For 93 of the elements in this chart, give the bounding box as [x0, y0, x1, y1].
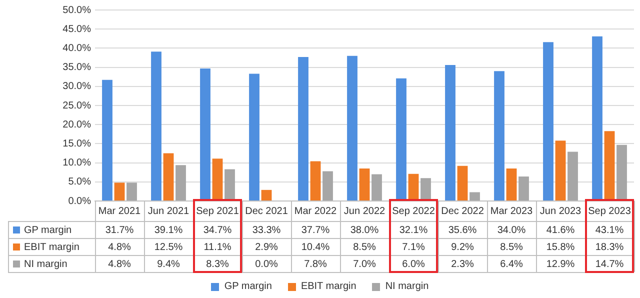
x-tick-label: Sep 2022 [392, 206, 436, 217]
text: NI margin [24, 258, 68, 270]
bar [298, 56, 308, 200]
data-label: 8.5% [353, 242, 376, 253]
data-label: 6.0% [402, 258, 426, 270]
bar [408, 174, 419, 200]
data-label: 39.1% [154, 224, 183, 236]
data-label: 18.3% [595, 242, 624, 253]
data-label: 33.3% [252, 224, 281, 236]
bar [445, 65, 456, 200]
bar [359, 168, 370, 200]
y-tick-label: 40.0% [62, 42, 92, 54]
y-tick-label: 25.0% [62, 100, 92, 112]
bar [604, 131, 615, 200]
bar [322, 171, 333, 200]
x-tick-label: Jun 2023 [540, 206, 582, 217]
data-label: 43.1% [595, 224, 624, 236]
x-tick-label: Jun 2022 [344, 206, 386, 217]
data-label: 15.8% [546, 242, 575, 253]
data-label: 12.9% [546, 258, 575, 270]
bar [126, 182, 137, 200]
bar [114, 182, 125, 200]
bar [494, 71, 504, 200]
bar [249, 74, 260, 200]
y-tick-label: 50.0% [62, 4, 92, 16]
bar [200, 68, 210, 200]
bar [396, 78, 406, 200]
data-label: 41.6% [546, 224, 575, 236]
data-label: 4.8% [108, 258, 132, 270]
x-tick-label: Mar 2023 [490, 206, 534, 217]
data-label: 7.1% [402, 242, 426, 253]
data-label: 31.7% [105, 224, 134, 236]
x-tick-label: Dec 2022 [441, 206, 484, 217]
y-tick-label: 45.0% [62, 24, 92, 35]
data-label: 9.4% [157, 258, 180, 270]
bar [372, 174, 382, 200]
y-tick-label: 15.0% [62, 138, 92, 150]
legend-label: GP margin [24, 224, 72, 236]
x-tick-label: Mar 2021 [98, 206, 142, 217]
data-label: 0.0% [255, 258, 278, 270]
bar [310, 161, 321, 200]
data-label: 8.3% [206, 258, 230, 270]
text: GP margin [224, 281, 272, 292]
bar [163, 153, 174, 200]
data-label: 11.1% [204, 242, 232, 253]
bar [347, 56, 358, 200]
x-tick-label: Jun 2021 [148, 206, 190, 217]
bar [470, 192, 480, 200]
bar [420, 178, 431, 200]
data-label: 7.8% [304, 258, 328, 270]
y-tick-label: 20.0% [62, 119, 92, 130]
bar [224, 169, 235, 200]
x-tick-label: Sep 2023 [588, 206, 632, 217]
data-label: 10.4% [301, 242, 330, 253]
y-tick-label: 10.0% [62, 158, 92, 169]
bar [151, 52, 162, 200]
data-label: 34.7% [203, 224, 232, 236]
data-label: 9.2% [451, 242, 474, 253]
bar [616, 144, 627, 200]
data-label: 4.8% [108, 242, 132, 253]
legend-label: NI margin [385, 281, 429, 292]
x-tick-label: Sep 2021 [196, 206, 240, 217]
bar [543, 42, 554, 200]
y-tick-label: 5.0% [68, 176, 92, 188]
data-label: 8.5% [500, 242, 524, 253]
data-label: 38.0% [350, 224, 379, 236]
data-label: 6.4% [500, 258, 524, 270]
y-tick-label: 30.0% [62, 81, 92, 92]
bar [212, 158, 223, 200]
bar [592, 36, 602, 200]
x-tick-label: Mar 2022 [294, 206, 338, 217]
text: EBIT margin [300, 281, 356, 292]
bar [457, 166, 468, 200]
y-tick-label: 0.0% [68, 196, 92, 207]
bar [261, 190, 272, 200]
data-label: 2.9% [255, 242, 278, 253]
data-label: 14.7% [595, 258, 624, 270]
data-label: 35.6% [448, 224, 477, 236]
bar [176, 165, 186, 200]
data-label: 2.3% [451, 258, 474, 270]
bar [568, 152, 578, 200]
legend-label: EBIT margin [24, 242, 80, 253]
data-label: 37.7% [301, 224, 330, 236]
bar [102, 80, 112, 200]
bar [506, 168, 517, 200]
data-label: 34.0% [497, 224, 526, 236]
x-tick-label: Dec 2021 [245, 206, 288, 217]
data-label: 7.0% [353, 258, 376, 270]
data-label: 12.5% [154, 242, 183, 253]
bar [518, 176, 529, 200]
bar [555, 140, 566, 200]
data-label: 32.1% [399, 224, 428, 236]
y-tick-label: 35.0% [62, 62, 92, 74]
